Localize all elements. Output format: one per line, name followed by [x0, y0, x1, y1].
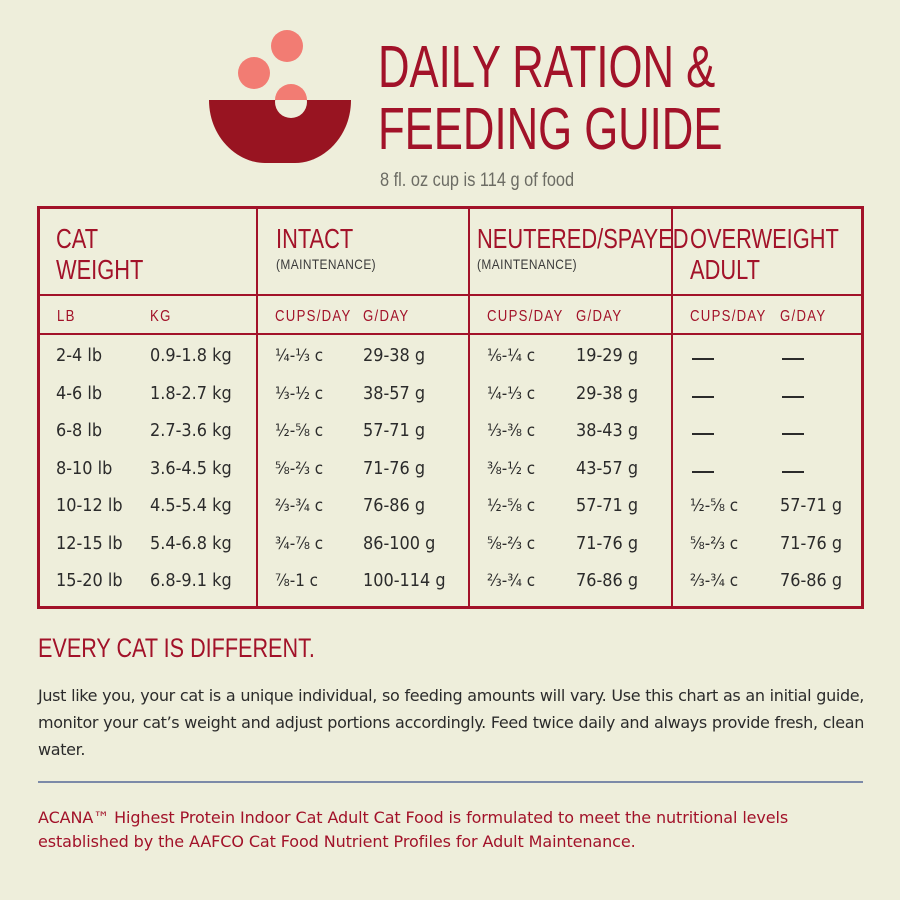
empty-cell-dash: [692, 358, 714, 360]
title-line-1: DAILY RATION &: [378, 34, 716, 100]
column-divider: [256, 209, 258, 606]
cell-kg: 6.8-9.1 kg: [150, 571, 232, 591]
cell-kg: 1.8-2.7 kg: [150, 383, 232, 404]
group-title: WEIGHT: [56, 254, 144, 285]
column-header-g-day: G/DAY: [363, 308, 410, 325]
empty-cell-dash: [782, 470, 804, 473]
column-divider: [468, 209, 470, 606]
cell-intact-grams: 86-100 g: [363, 533, 436, 554]
feeding-table: CAT WEIGHT INTACT (MAINTENANCE) NEUTERED…: [37, 206, 864, 609]
empty-cell-dash: [782, 395, 804, 398]
cell-neutered-cups: ½-⅝ c: [487, 496, 536, 515]
cell-intact-cups: ⅓-½ c: [275, 383, 324, 403]
cell-neutered-grams: 43-57 g: [576, 458, 639, 479]
aafco-compliance-note: ACANA™ Highest Protein Indoor Cat Adult …: [38, 808, 789, 851]
cell-intact-cups: ⅝-⅔ c: [275, 458, 324, 478]
group-subtitle-intact: (MAINTENANCE): [276, 256, 377, 272]
column-header-cups-day: CUPS/DAY: [275, 308, 352, 325]
cell-kg: 0.9-1.8 kg: [150, 346, 232, 366]
cell-neutered-grams: 76-86 g: [576, 571, 639, 591]
empty-cell-dash: [782, 433, 804, 435]
empty-cell-dash: [692, 470, 714, 473]
empty-cell-dash: [782, 358, 804, 360]
feeding-advice-paragraph: Just like you, your cat is a unique indi…: [38, 686, 864, 759]
cell-neutered-cups: ⅙-¼ c: [487, 346, 536, 365]
cell-intact-grams: 76-86 g: [363, 496, 426, 516]
cell-lb: 2-4 lb: [56, 346, 103, 366]
group-title: ADULT: [690, 254, 760, 285]
cell-kg: 5.4-6.8 kg: [150, 533, 232, 554]
cell-lb: 10-12 lb: [56, 496, 123, 516]
column-header-g-day: G/DAY: [576, 308, 623, 325]
cell-neutered-grams: 38-43 g: [576, 421, 639, 441]
column-divider: [671, 209, 673, 606]
cell-neutered-grams: 19-29 g: [576, 346, 639, 366]
group-header-overweight-adult: OVERWEIGHT ADULT: [690, 223, 839, 285]
cell-intact-cups: ¾-⅞ c: [275, 533, 324, 553]
cell-kg: 4.5-5.4 kg: [150, 496, 232, 516]
cell-overweight-cups: ⅔-¾ c: [690, 571, 739, 590]
cell-kg: 3.6-4.5 kg: [150, 458, 232, 479]
column-header-cups-day: CUPS/DAY: [690, 308, 767, 325]
section-heading: EVERY CAT IS DIFFERENT.: [38, 633, 315, 663]
cell-overweight-cups: ⅝-⅔ c: [690, 533, 739, 553]
cell-neutered-cups: ⅜-½ c: [487, 458, 536, 478]
cell-neutered-grams: 71-76 g: [576, 533, 639, 554]
cell-kg: 2.7-3.6 kg: [150, 421, 232, 441]
cell-lb: 8-10 lb: [56, 458, 113, 479]
cell-lb: 4-6 lb: [56, 383, 103, 404]
cell-intact-grams: 100-114 g: [363, 571, 446, 591]
group-subtitle-neutered: (MAINTENANCE): [477, 256, 578, 272]
cell-neutered-cups: ⅝-⅔ c: [487, 533, 536, 553]
group-header-neutered-spayed: NEUTERED/SPAYED: [477, 223, 689, 254]
cell-lb: 6-8 lb: [56, 421, 103, 441]
cell-neutered-cups: ⅔-¾ c: [487, 571, 536, 590]
cell-overweight-grams: 76-86 g: [780, 571, 843, 591]
page-title: DAILY RATION & FEEDING GUIDE: [378, 36, 722, 160]
cell-intact-cups: ¼-⅓ c: [275, 346, 324, 365]
cell-intact-cups: ⅞-1 c: [275, 571, 319, 590]
cell-intact-grams: 38-57 g: [363, 383, 426, 404]
row-divider: [40, 333, 861, 335]
cell-intact-grams: 71-76 g: [363, 458, 426, 479]
column-header-lb: LB: [57, 308, 76, 325]
row-divider: [40, 294, 861, 296]
group-title: CAT: [56, 223, 99, 254]
cell-overweight-grams: 71-76 g: [780, 533, 843, 554]
group-header-cat-weight: CAT WEIGHT: [56, 223, 143, 285]
column-header-kg: KG: [150, 308, 172, 325]
cell-lb: 12-15 lb: [56, 533, 123, 554]
cell-overweight-grams: 57-71 g: [780, 496, 843, 516]
divider: [38, 781, 863, 783]
cell-overweight-cups: ½-⅝ c: [690, 496, 739, 515]
cup-size-note: 8 fl. oz cup is 114 g of food: [380, 170, 575, 191]
title-line-2: FEEDING GUIDE: [378, 96, 723, 162]
cell-neutered-grams: 29-38 g: [576, 383, 639, 404]
cell-intact-cups: ½-⅝ c: [275, 421, 324, 440]
bowl-with-kibble-icon: [205, 25, 355, 167]
cell-neutered-grams: 57-71 g: [576, 496, 639, 516]
column-header-g-day: G/DAY: [780, 308, 827, 325]
cell-intact-grams: 29-38 g: [363, 346, 426, 366]
cell-lb: 15-20 lb: [56, 571, 123, 591]
cell-neutered-cups: ⅓-⅜ c: [487, 421, 536, 440]
column-header-cups-day: CUPS/DAY: [487, 308, 564, 325]
cell-intact-grams: 57-71 g: [363, 421, 426, 441]
cell-neutered-cups: ¼-⅓ c: [487, 383, 536, 403]
empty-cell-dash: [692, 395, 714, 398]
cell-intact-cups: ⅔-¾ c: [275, 496, 324, 515]
group-header-intact: INTACT: [276, 223, 354, 254]
empty-cell-dash: [692, 433, 714, 435]
group-title: OVERWEIGHT: [690, 223, 839, 254]
